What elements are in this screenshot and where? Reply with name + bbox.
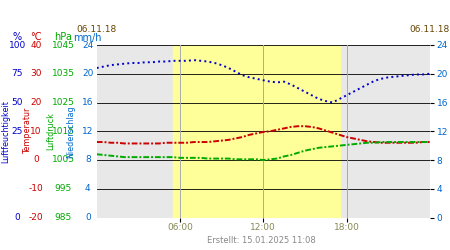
Text: 0: 0 <box>33 156 39 164</box>
Text: Luftdruck: Luftdruck <box>46 112 55 150</box>
Text: Erstellt: 15.01.2025 11:08: Erstellt: 15.01.2025 11:08 <box>207 236 315 245</box>
Text: -10: -10 <box>29 184 43 193</box>
Text: 995: 995 <box>54 184 72 193</box>
Text: 985: 985 <box>54 213 72 222</box>
Text: Niederschlag: Niederschlag <box>67 105 76 158</box>
Text: 0: 0 <box>85 213 90 222</box>
Text: 1045: 1045 <box>52 40 74 50</box>
Text: Temperatur: Temperatur <box>23 108 32 154</box>
Text: 8: 8 <box>85 156 90 164</box>
Text: -20: -20 <box>29 213 43 222</box>
Text: 75: 75 <box>11 69 23 78</box>
Text: 24: 24 <box>82 40 94 50</box>
Text: hPa: hPa <box>54 32 72 42</box>
Text: mm/h: mm/h <box>73 32 102 42</box>
Text: 20: 20 <box>82 69 94 78</box>
Text: 20: 20 <box>30 98 42 107</box>
Text: Luftfeuchtigkeit: Luftfeuchtigkeit <box>1 100 10 163</box>
Text: 10: 10 <box>30 127 42 136</box>
Text: 1005: 1005 <box>51 156 75 164</box>
Text: 1025: 1025 <box>52 98 74 107</box>
Text: 12: 12 <box>82 127 94 136</box>
Text: 25: 25 <box>11 127 23 136</box>
Text: %: % <box>13 32 22 42</box>
Text: 100: 100 <box>9 40 26 50</box>
Text: °C: °C <box>30 32 42 42</box>
Text: 4: 4 <box>85 184 90 193</box>
Bar <box>173 45 340 218</box>
Text: 16: 16 <box>82 98 94 107</box>
Text: 40: 40 <box>30 40 42 50</box>
Text: 1015: 1015 <box>51 127 75 136</box>
Text: 30: 30 <box>30 69 42 78</box>
Text: 1035: 1035 <box>51 69 75 78</box>
Text: 50: 50 <box>11 98 23 107</box>
Text: 0: 0 <box>14 213 20 222</box>
